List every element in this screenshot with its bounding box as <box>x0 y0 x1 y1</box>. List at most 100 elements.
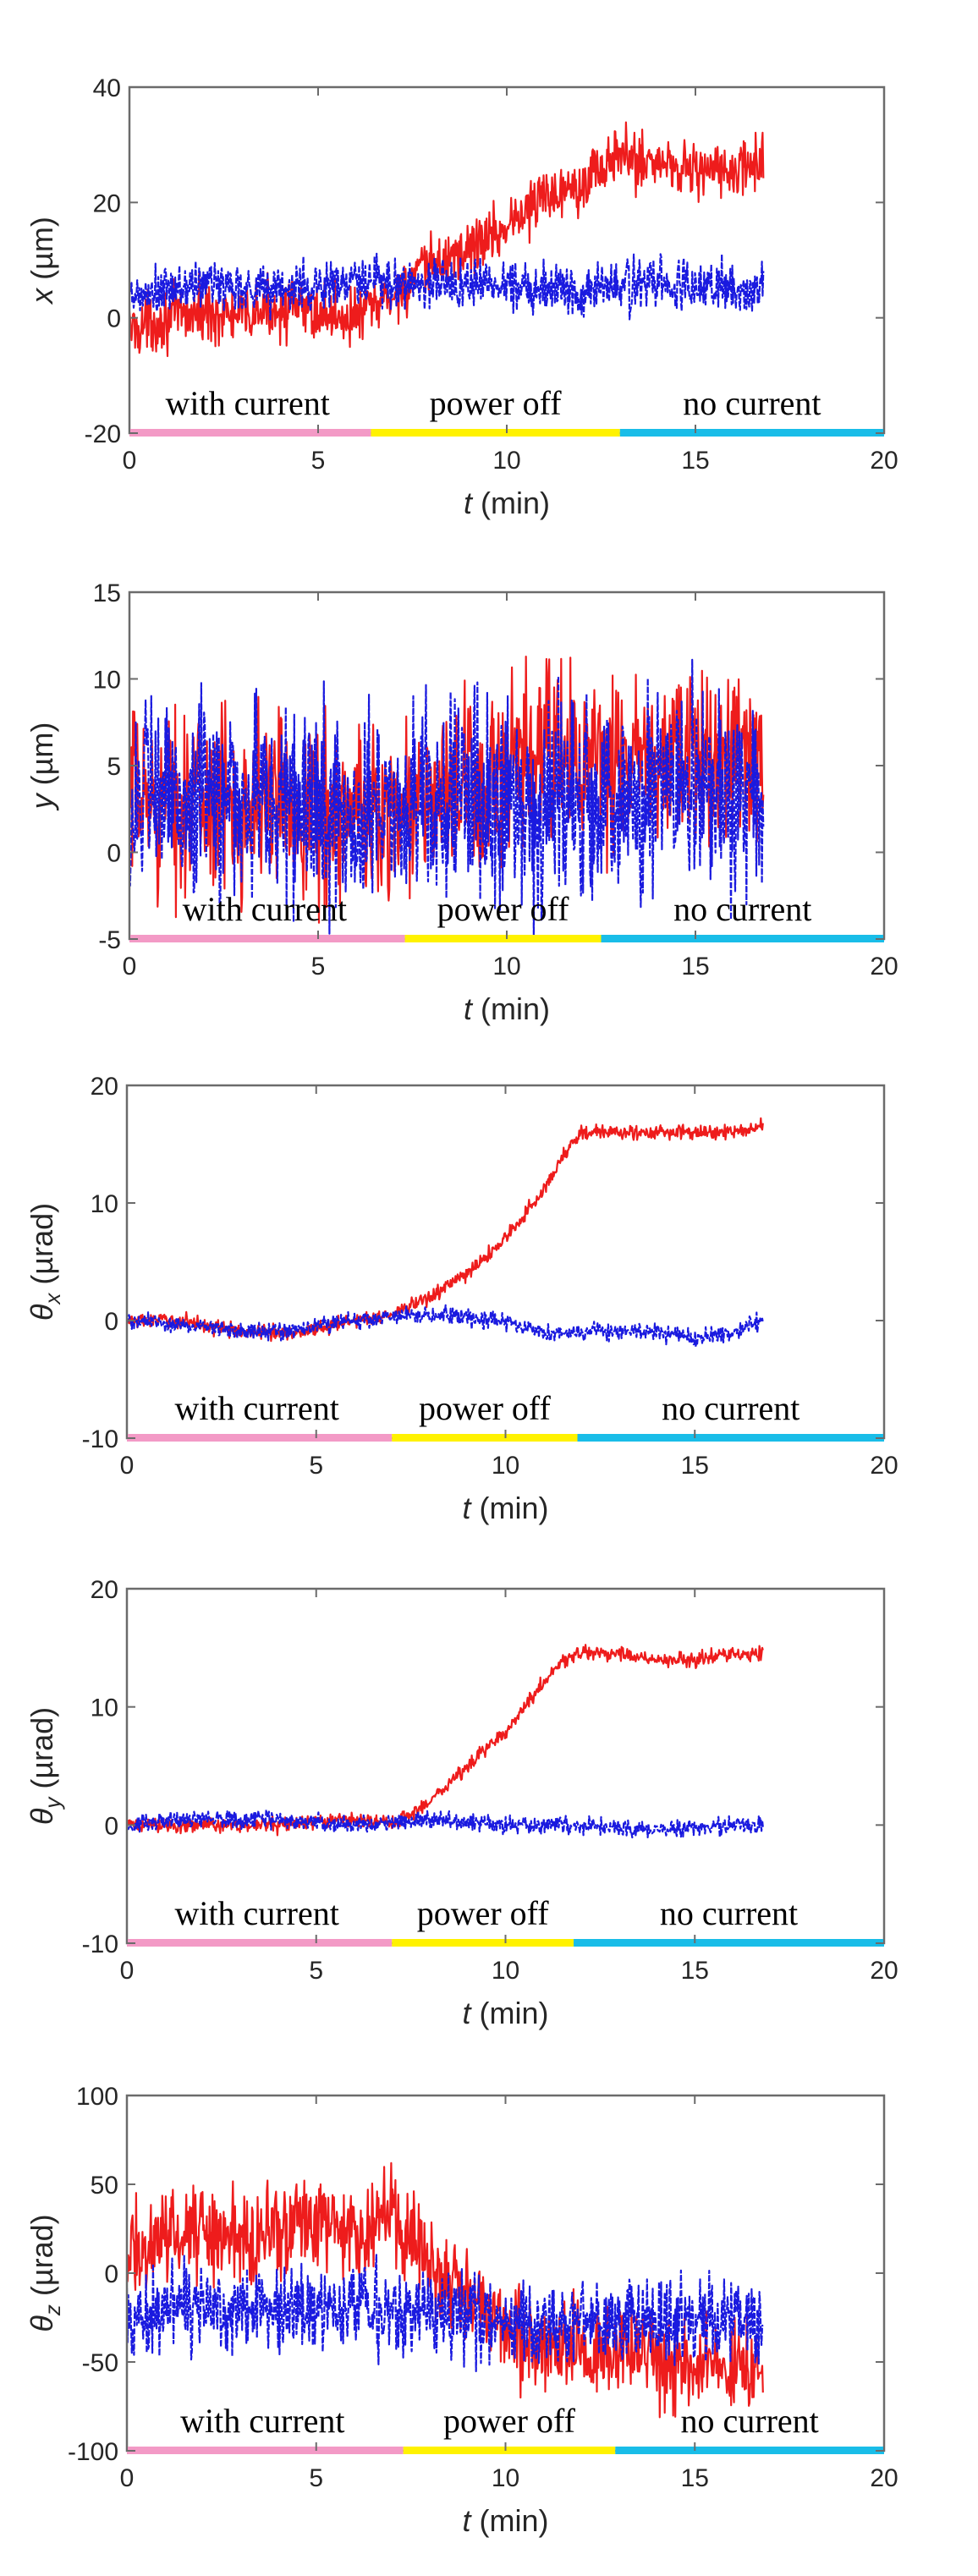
axes-box <box>128 85 886 435</box>
y-axis-label: θz (µrad) <box>25 2214 65 2332</box>
x-tick-label: 0 <box>123 447 137 475</box>
y-axis-label: θx (µrad) <box>25 1203 65 1321</box>
phase-bar-1 <box>127 2447 404 2454</box>
x-tick-label: 10 <box>492 1957 519 1985</box>
x-tick-label: 10 <box>492 1452 519 1480</box>
x-tick-label: 20 <box>870 1452 898 1480</box>
phase-label-1: with current <box>174 1894 338 1932</box>
phase-bar-3 <box>619 429 884 437</box>
y-tick-label: 5 <box>107 753 121 781</box>
x-tick-label: 5 <box>309 1452 323 1480</box>
y-tick-label: 0 <box>104 1812 118 1840</box>
phase-bar-3 <box>615 2447 884 2454</box>
x-tick-label: 20 <box>870 447 898 475</box>
x-tick-label: 15 <box>681 2464 709 2492</box>
y-tick-label: 10 <box>91 1694 118 1722</box>
y-tick-label: 15 <box>93 579 121 607</box>
panel-2: with current power off no current 0 5 10 15 20 -… <box>25 579 898 1026</box>
phase-bar-2 <box>403 2447 616 2454</box>
phase-label-2: power off <box>419 1389 552 1427</box>
series-red <box>127 1644 764 1837</box>
series-red <box>127 1117 764 1343</box>
x-tick-label: 10 <box>492 2464 519 2492</box>
series-blue <box>127 1304 764 1348</box>
y-axis-label: x (µm) <box>25 217 59 305</box>
x-tick-label: 20 <box>870 1957 898 1985</box>
series-red <box>129 121 765 358</box>
phase-label-1: with current <box>183 890 347 928</box>
phase-bar-1 <box>127 1434 393 1442</box>
phase-bar-2 <box>371 429 620 437</box>
x-axis-label: t (min) <box>462 2503 548 2538</box>
panel-3: with current power off no current 0 5 10 15 20 -… <box>25 1073 898 1525</box>
x-axis-label: t (min) <box>462 1491 548 1525</box>
y-tick-label: -5 <box>98 926 121 954</box>
x-tick-label: 0 <box>120 1452 135 1480</box>
x-axis-label: t (min) <box>464 486 550 520</box>
y-tick-label: 0 <box>104 2260 118 2288</box>
phase-label-3: no current <box>683 384 821 422</box>
axes-box <box>125 1084 886 1440</box>
series-blue <box>129 658 765 939</box>
series-red <box>127 2161 764 2419</box>
x-tick-label: 5 <box>311 953 326 980</box>
x-tick-label: 5 <box>309 2464 323 2492</box>
y-tick-label: -50 <box>82 2349 118 2377</box>
y-tick-label: 0 <box>104 1308 118 1336</box>
phase-bar-1 <box>127 1939 393 1947</box>
x-axis-label: t (min) <box>464 991 550 1026</box>
phase-bar-3 <box>574 1939 884 1947</box>
phase-label-3: no current <box>660 1894 798 1932</box>
y-tick-label: 0 <box>107 305 121 333</box>
panel-1: with current power off no current 0 5 10 15 20 -… <box>25 74 898 520</box>
y-tick-label: 20 <box>91 1073 118 1101</box>
series-blue <box>127 1809 764 1839</box>
x-tick-label: 5 <box>311 447 326 475</box>
y-tick-label: 100 <box>76 2083 118 2111</box>
y-axis-label: θy (µrad) <box>25 1707 65 1825</box>
y-tick-label: 0 <box>107 840 121 868</box>
phase-bar-2 <box>404 935 602 942</box>
x-tick-label: 10 <box>492 953 520 980</box>
x-tick-label: 15 <box>681 1452 709 1480</box>
x-tick-label: 0 <box>120 1957 135 1985</box>
x-tick-label: 15 <box>681 1957 709 1985</box>
y-tick-label: 20 <box>93 189 121 217</box>
phase-bar-1 <box>129 935 405 942</box>
x-tick-label: 5 <box>309 1957 323 1985</box>
x-tick-label: 0 <box>123 953 137 980</box>
series-blue <box>127 2254 764 2373</box>
y-tick-label: 10 <box>91 1190 118 1218</box>
y-axis-label: y (µm) <box>25 722 59 812</box>
y-tick-label: -10 <box>82 1425 118 1453</box>
panel-4: with current power off no current 0 5 10 15 20 -… <box>25 1576 898 2030</box>
x-axis-label: t (min) <box>462 1996 548 2030</box>
x-tick-label: 0 <box>120 2464 135 2492</box>
y-tick-label: -20 <box>85 420 121 448</box>
phase-label-2: power off <box>443 2402 576 2440</box>
series-blue <box>129 252 765 321</box>
phase-bar-3 <box>577 1434 884 1442</box>
phase-label-2: power off <box>430 384 563 422</box>
phase-label-1: with current <box>174 1389 338 1427</box>
phase-label-3: no current <box>681 2402 819 2440</box>
x-tick-label: 20 <box>870 953 898 980</box>
phase-bar-2 <box>392 1434 578 1442</box>
axes-box <box>125 1587 886 1945</box>
phase-label-3: no current <box>662 1389 799 1427</box>
phase-label-1: with current <box>180 2402 344 2440</box>
phase-bar-2 <box>392 1939 574 1947</box>
panel-5: with current power off no current 0 5 10 15 20 -… <box>25 2083 898 2538</box>
phase-label-3: no current <box>673 890 811 928</box>
x-tick-label: 20 <box>870 2464 898 2492</box>
phase-label-1: with current <box>166 384 330 422</box>
y-tick-label: 50 <box>91 2172 118 2200</box>
x-tick-label: 10 <box>492 447 520 475</box>
y-tick-label: 40 <box>93 74 121 102</box>
phase-bar-1 <box>129 429 371 437</box>
y-tick-label: 10 <box>93 667 121 695</box>
y-tick-label: 20 <box>91 1576 118 1604</box>
x-tick-label: 15 <box>681 447 709 475</box>
phase-label-2: power off <box>417 1894 550 1932</box>
